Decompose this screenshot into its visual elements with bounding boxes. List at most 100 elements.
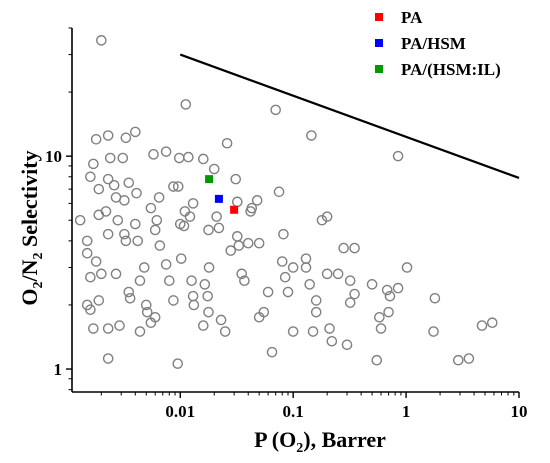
literature-point xyxy=(160,146,172,157)
literature-point xyxy=(428,326,439,337)
literature-point xyxy=(114,320,125,331)
literature-point xyxy=(287,262,299,273)
legend-marker xyxy=(375,39,383,47)
literature-point xyxy=(88,158,99,170)
literature-point xyxy=(134,326,146,337)
literature-point xyxy=(245,206,256,217)
literature-point xyxy=(124,292,136,304)
literature-point xyxy=(102,323,114,334)
literature-point xyxy=(141,306,153,318)
literature-point xyxy=(175,253,187,264)
literature-point xyxy=(149,224,161,236)
literature-point xyxy=(266,346,278,358)
literature-point xyxy=(134,275,146,286)
literature-point xyxy=(282,286,294,298)
literature-point xyxy=(304,279,315,290)
upper-bound-line-group xyxy=(179,53,520,179)
literature-point xyxy=(231,196,243,208)
literature-point xyxy=(219,326,231,337)
literature-point xyxy=(145,202,157,214)
literature-point xyxy=(149,311,161,323)
literature-point xyxy=(119,228,130,240)
literature-point xyxy=(332,268,344,280)
series-point-pa xyxy=(230,205,239,214)
literature-point xyxy=(112,214,124,226)
literature-point xyxy=(93,183,105,195)
literature-point xyxy=(172,181,184,192)
literature-point xyxy=(233,240,245,251)
literature-point xyxy=(225,245,237,256)
literature-point xyxy=(349,242,360,254)
literature-point xyxy=(231,231,243,242)
literature-point xyxy=(131,187,142,199)
y-axis-title: O2/N2 Selectivity xyxy=(17,150,46,305)
literature-point xyxy=(172,358,184,369)
literature-point xyxy=(341,339,353,351)
literature-point xyxy=(108,179,120,191)
literature-point xyxy=(239,275,250,286)
literature-point xyxy=(276,256,288,267)
literature-point xyxy=(186,275,197,286)
literature-point xyxy=(310,295,322,306)
literature-point xyxy=(184,211,196,222)
literature-point xyxy=(270,104,281,116)
literature-point xyxy=(253,237,265,249)
literature-point xyxy=(384,290,396,302)
literature-point xyxy=(326,335,338,347)
literature-point xyxy=(168,295,179,306)
literature-point xyxy=(74,214,86,226)
literature-point xyxy=(242,237,254,249)
literature-point xyxy=(324,323,335,334)
literature-point xyxy=(230,173,242,185)
axes xyxy=(71,28,519,393)
literature-point xyxy=(279,271,291,283)
literature-point xyxy=(187,198,199,209)
literature-point xyxy=(307,326,319,337)
literature-point xyxy=(117,152,129,164)
ticks: 0.01 0.1 1 10 1 10 xyxy=(45,27,528,421)
literature-point xyxy=(392,282,404,294)
literature-point xyxy=(300,262,312,273)
literature-point xyxy=(154,240,166,251)
literature-point xyxy=(96,35,107,46)
literature-point xyxy=(221,137,233,149)
literature-point xyxy=(203,224,214,236)
literature-point xyxy=(278,228,289,240)
literature-point xyxy=(187,290,199,302)
literature-point xyxy=(208,163,220,175)
legend-marker xyxy=(375,13,383,21)
legend-label: PA/(HSM:IL) xyxy=(401,60,501,79)
literature-point xyxy=(138,262,150,273)
literature-point xyxy=(381,284,393,296)
x-tick-label: 0.01 xyxy=(165,402,195,421)
literature-point xyxy=(130,218,141,230)
series-point-pa-hsm xyxy=(214,194,223,203)
literature-point xyxy=(262,286,274,298)
literature-point xyxy=(306,130,317,141)
literature-point xyxy=(160,259,172,270)
literature-point xyxy=(197,320,209,331)
literature-point xyxy=(258,306,270,318)
literature-point xyxy=(236,268,247,280)
legend-marker xyxy=(375,65,383,73)
literature-point xyxy=(81,247,93,259)
literature-point xyxy=(104,152,116,164)
literature-point xyxy=(486,317,498,329)
literature-point xyxy=(120,132,132,144)
literature-point xyxy=(120,235,132,247)
literature-point xyxy=(178,220,190,232)
literature-point xyxy=(130,126,141,138)
legend: PA PA/HSM PA/(HSM:IL) xyxy=(375,8,501,79)
literature-point xyxy=(148,149,159,160)
literature-point xyxy=(349,288,360,300)
x-axis-title: P (O2), Barrer xyxy=(254,427,386,456)
literature-point xyxy=(102,173,114,185)
literature-point xyxy=(338,242,349,254)
literature-point xyxy=(463,353,475,364)
literature-point xyxy=(123,286,135,298)
literature-point xyxy=(140,299,152,311)
literature-point xyxy=(151,214,163,226)
literature-point xyxy=(310,306,322,318)
data-points xyxy=(74,35,498,369)
